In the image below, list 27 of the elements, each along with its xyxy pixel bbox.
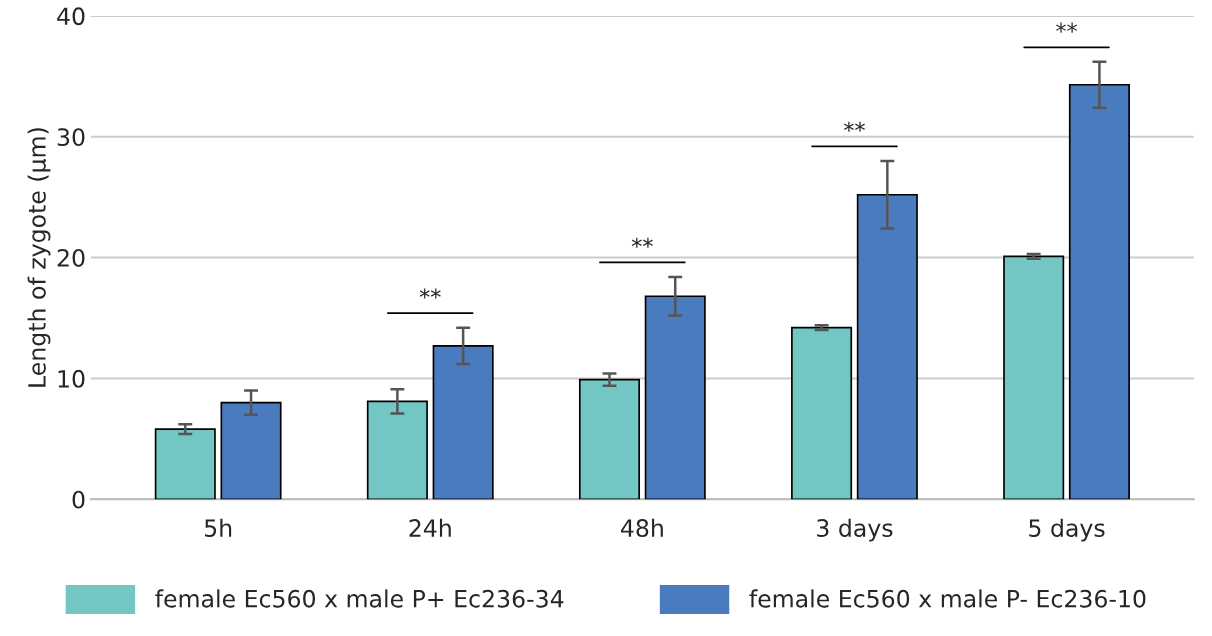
x-tick-label: 3 days <box>817 518 893 542</box>
y-tick-label: 40 <box>57 7 85 26</box>
bar <box>432 344 494 500</box>
bar <box>366 400 428 500</box>
annotation: ** <box>844 121 865 132</box>
y-tick-label: 30 <box>57 128 85 147</box>
bar <box>154 428 216 500</box>
annotation: ** <box>1056 22 1078 33</box>
bar <box>644 295 706 500</box>
x-tick-label: 24h <box>409 518 451 537</box>
annotation: ** <box>419 288 441 299</box>
bar <box>220 401 282 500</box>
y-tick-label: 0 <box>72 490 85 509</box>
legend-label: female Ec560 x male P- Ec236-10 <box>749 589 1146 608</box>
annotation: ** <box>631 237 653 248</box>
bar <box>578 378 641 500</box>
y-tick-label: 20 <box>57 249 85 267</box>
bar <box>856 193 918 500</box>
bar <box>1003 255 1065 500</box>
x-tick-label: 48h <box>621 518 663 537</box>
x-tick-label: 5h <box>204 518 232 537</box>
y-axis-title: Length of zygote (µm) <box>27 128 51 387</box>
y-tick-label: 10 <box>58 369 85 388</box>
x-tick-label: 5 days <box>1029 518 1105 542</box>
bar <box>791 326 853 500</box>
legend-label: female Ec560 x male P+ Ec236-34 <box>155 589 564 608</box>
bar <box>1068 83 1130 500</box>
